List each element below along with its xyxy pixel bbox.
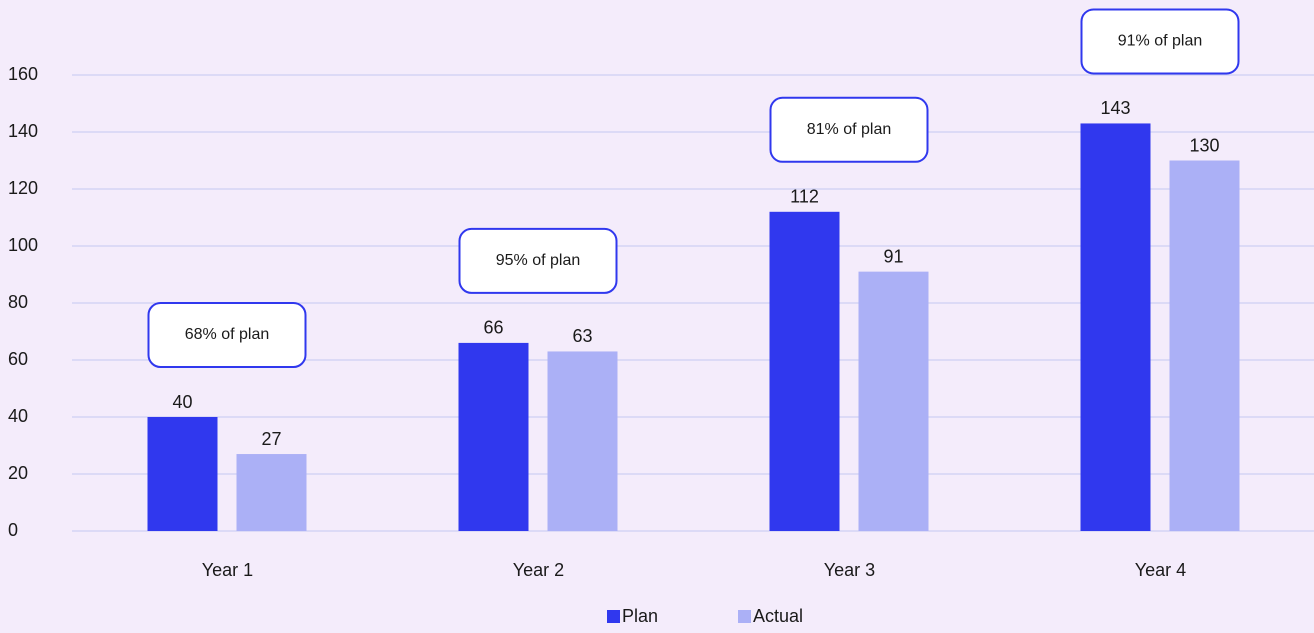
y-tick-label: 160 [8,64,38,84]
bar [1080,123,1151,531]
annotation-box [147,302,307,368]
data-label: 112 [790,187,819,207]
y-tick-label: 40 [8,406,28,426]
legend-label: Actual [753,606,803,626]
data-label: 91 [883,246,903,266]
x-tick-label: Year 3 [824,560,875,580]
annotation: 81% of plan [807,121,892,138]
data-label: 143 [1100,98,1130,118]
y-tick-label: 140 [8,121,38,141]
y-tick-label: 0 [8,520,18,540]
x-tick-label: Year 2 [513,560,564,580]
data-label: 130 [1189,135,1219,155]
bar [858,271,929,531]
annotation: 91% of plan [1118,33,1203,50]
x-tick-label: Year 1 [202,560,253,580]
legend-label: Plan [622,606,658,626]
legend-swatch [738,610,751,623]
bar [458,342,529,531]
y-tick-label: 80 [8,292,28,312]
data-label: 63 [572,326,592,346]
annotation-box [1080,8,1240,75]
y-tick-label: 60 [8,349,28,369]
y-tick-label: 120 [8,178,38,198]
data-label: 40 [172,392,192,412]
y-tick-label: 20 [8,463,28,483]
annotation-box [458,227,618,294]
annotation-box [769,96,929,163]
bar [547,351,618,531]
x-tick-label: Year 4 [1135,560,1186,580]
annotation: 95% of plan [496,252,581,269]
bar [769,211,840,532]
data-label: 66 [483,318,503,338]
y-tick-label: 100 [8,235,38,255]
data-label: 27 [261,429,281,449]
legend-swatch [607,610,620,623]
bar [236,454,307,531]
annotation: 68% of plan [185,326,270,343]
bar [1169,160,1240,531]
bar [147,417,218,531]
